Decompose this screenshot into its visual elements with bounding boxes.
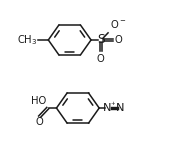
Text: N: N <box>116 103 125 113</box>
Text: HO: HO <box>31 96 46 106</box>
Text: ⁺: ⁺ <box>110 101 115 110</box>
Text: O: O <box>115 35 123 45</box>
Text: N: N <box>103 103 112 113</box>
Text: CH$_3$: CH$_3$ <box>17 33 37 47</box>
Text: S: S <box>97 33 105 46</box>
Text: O: O <box>97 54 105 64</box>
Text: O: O <box>35 117 43 127</box>
Text: O$^-$: O$^-$ <box>110 18 127 30</box>
